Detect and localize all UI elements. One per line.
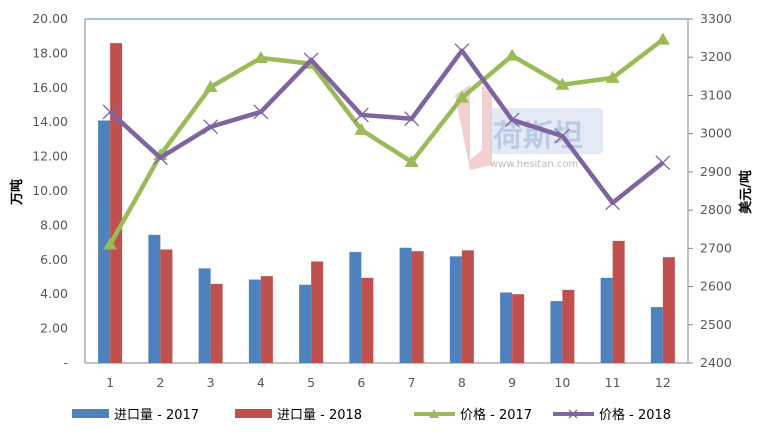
point-marker-triangle	[253, 50, 268, 63]
x-tick-label: 8	[458, 375, 466, 390]
point-marker-x	[353, 107, 369, 123]
bar-2018	[260, 276, 273, 363]
left-tick-label: -	[63, 355, 68, 370]
lines	[102, 32, 671, 250]
x-tick-label: 5	[307, 375, 315, 390]
bar-2017	[500, 292, 513, 363]
line-价格-2017	[108, 37, 665, 246]
bar-2017	[600, 277, 613, 363]
right-axis-title: 美元/吨	[738, 170, 754, 214]
left-tick-label: 18.00	[32, 45, 68, 60]
point-marker-x	[303, 52, 319, 68]
x-tick-label: 7	[408, 375, 416, 390]
point-marker-x	[454, 43, 470, 59]
right-tick-label: 2400	[700, 355, 732, 370]
x-tick-label: 9	[508, 375, 516, 390]
legend-label: 进口量 - 2017	[114, 408, 199, 423]
legend-marker-triangle	[429, 409, 439, 418]
left-axis-title: 万吨	[9, 179, 25, 206]
right-tick-label: 3100	[700, 87, 732, 102]
bar-2018	[662, 257, 675, 363]
legend-marker-x	[568, 409, 578, 419]
bar-2017	[198, 268, 211, 363]
right-tick-label: 2700	[700, 240, 732, 255]
right-tick-label: 2500	[700, 317, 732, 332]
left-tick-label: 6.00	[40, 252, 68, 267]
x-tick-label: 3	[207, 375, 215, 390]
right-tick-label: 2800	[700, 202, 732, 217]
point-marker-x	[655, 155, 671, 171]
bar-2017	[148, 234, 161, 363]
point-marker-triangle	[354, 122, 369, 135]
x-tick-label: 4	[257, 375, 265, 390]
bar-2017	[550, 301, 563, 363]
point-marker-triangle	[555, 77, 570, 90]
legend-label: 进口量 - 2018	[277, 408, 362, 423]
point-marker-triangle	[203, 80, 218, 93]
point-marker-x	[203, 119, 219, 135]
watermark-url: www.hesitan.com	[490, 159, 578, 170]
point-marker-triangle	[454, 90, 469, 103]
bar-2017	[449, 256, 462, 363]
right-tick-label: 2900	[700, 164, 732, 179]
left-tick-label: 20.00	[32, 11, 68, 26]
bar-2018	[512, 294, 525, 363]
legend: 进口量 - 2017 进口量 - 2018 价格 - 2017 价格 - 2018	[72, 407, 671, 423]
left-tick-label: 12.00	[32, 149, 68, 164]
bar-2018	[411, 251, 424, 363]
bar-2018	[361, 277, 374, 363]
point-marker-x	[152, 150, 168, 166]
point-marker-x	[102, 104, 118, 120]
right-tick-label: 2600	[700, 279, 732, 294]
tick-labels: - 2.00 4.00 6.00 8.00 10.00 12.00 14.00 16.00 18.…	[32, 11, 732, 390]
bar-2018	[160, 249, 173, 363]
point-marker-triangle	[103, 237, 118, 250]
bar-2017	[248, 279, 261, 363]
point-marker-triangle	[655, 32, 670, 45]
legend-swatch	[72, 409, 109, 418]
left-tick-label: 10.00	[32, 183, 68, 198]
left-tick-label: 8.00	[40, 217, 68, 232]
bar-2018	[110, 43, 123, 364]
line-价格-2018	[108, 48, 665, 206]
legend-swatch	[235, 409, 272, 418]
point-marker-x	[504, 112, 520, 128]
right-tick-label: 3200	[700, 49, 732, 64]
point-marker-x	[253, 104, 269, 120]
x-tick-label: 10	[554, 375, 570, 390]
x-tick-label: 2	[156, 375, 164, 390]
bar-2017	[98, 120, 111, 363]
left-tick-label: 4.00	[40, 286, 68, 301]
bar-2017	[299, 284, 312, 363]
left-tick-label: 2.00	[40, 321, 68, 336]
bar-2018	[210, 283, 223, 363]
point-marker-triangle	[605, 70, 620, 83]
bar-2018	[311, 261, 324, 363]
right-tick-label: 3000	[700, 126, 732, 141]
legend-label: 价格 - 2018	[599, 407, 671, 423]
left-tick-label: 16.00	[32, 80, 68, 95]
bar-2017	[399, 247, 412, 363]
legend-label: 价格 - 2017	[460, 407, 532, 423]
point-marker-triangle	[404, 154, 419, 167]
left-tick-label: 14.00	[32, 114, 68, 129]
bar-2017	[650, 307, 663, 363]
point-marker-x	[554, 128, 570, 144]
bar-2017	[349, 252, 362, 363]
point-marker-x	[605, 195, 621, 211]
x-tick-label: 6	[357, 375, 365, 390]
bar-2018	[612, 240, 625, 363]
bar-2018	[562, 289, 575, 363]
axes	[84, 18, 693, 364]
point-marker-x	[404, 111, 420, 127]
x-tick-label: 12	[655, 375, 671, 390]
right-tick-label: 3300	[700, 11, 732, 26]
point-marker-triangle	[505, 48, 520, 61]
x-tick-label: 1	[106, 375, 114, 390]
bar-2018	[461, 250, 474, 363]
x-tick-label: 11	[605, 375, 621, 390]
bars	[98, 43, 675, 364]
